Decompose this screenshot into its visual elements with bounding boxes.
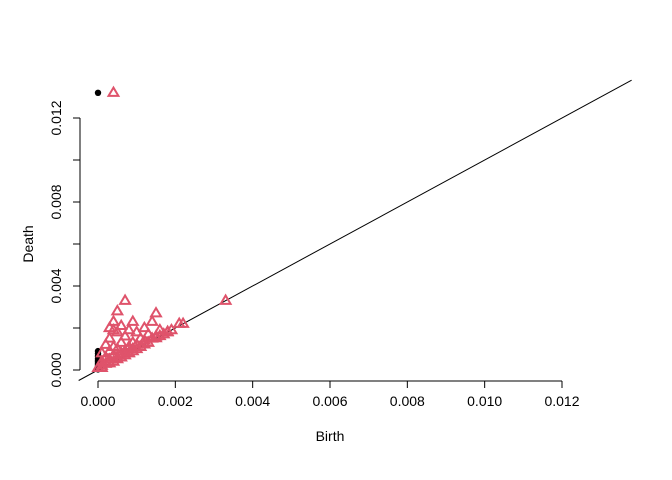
dimension-1-point bbox=[149, 330, 163, 343]
dimension-1-point bbox=[218, 293, 233, 305]
y-tick-label: 0.004 bbox=[48, 268, 64, 303]
dimension-1-point bbox=[145, 314, 159, 326]
dimension-1-point bbox=[106, 85, 121, 97]
dimension-1-point bbox=[110, 304, 125, 316]
dimension-1-point bbox=[114, 335, 128, 347]
dimension-1-point bbox=[118, 293, 132, 305]
x-tick-label: 0.002 bbox=[158, 393, 193, 409]
y-tick-label: 0.000 bbox=[48, 352, 64, 387]
dimension-1-point bbox=[137, 320, 152, 333]
dimension-1-point bbox=[137, 337, 152, 349]
x-tick-label: 0.006 bbox=[312, 393, 347, 409]
x-tick-label: 0.004 bbox=[235, 393, 270, 409]
x-tick-label: 0.008 bbox=[390, 393, 425, 409]
dimension-1-point bbox=[126, 314, 140, 326]
y-axis-title: Death bbox=[20, 225, 36, 262]
y-tick-label: 0.012 bbox=[48, 100, 64, 135]
x-axis-ticks: 0.000 0.002 0.004 0.006 0.008 0.010 0.012 bbox=[80, 381, 580, 409]
x-tick-label: 0.000 bbox=[80, 393, 115, 409]
dimension-1-point bbox=[149, 306, 163, 318]
data-points bbox=[91, 85, 233, 373]
dimension-1-point bbox=[153, 322, 167, 335]
dimension-1-point bbox=[99, 337, 113, 349]
dimension-1-point bbox=[110, 351, 125, 364]
x-tick-label: 0.010 bbox=[467, 393, 502, 409]
dimension-1-point bbox=[164, 322, 179, 335]
dimension-0-point bbox=[94, 89, 102, 97]
y-axis-ticks: 0.000 0.004 0.008 0.012 bbox=[48, 100, 80, 388]
x-tick-label: 0.012 bbox=[544, 393, 579, 409]
x-axis-title: Birth bbox=[316, 428, 345, 444]
dimension-1-point bbox=[122, 345, 136, 357]
dimension-1-point bbox=[102, 331, 117, 343]
dimension-1-point bbox=[122, 322, 136, 335]
dimension-1-point bbox=[118, 329, 132, 341]
dimension-1-point bbox=[110, 325, 125, 337]
y-tick-label: 0.008 bbox=[48, 184, 64, 219]
dimension-1-point bbox=[160, 324, 175, 336]
dimension-1-point bbox=[176, 316, 190, 328]
dimension-1-point bbox=[129, 325, 144, 337]
dimension-1-point bbox=[114, 318, 128, 331]
